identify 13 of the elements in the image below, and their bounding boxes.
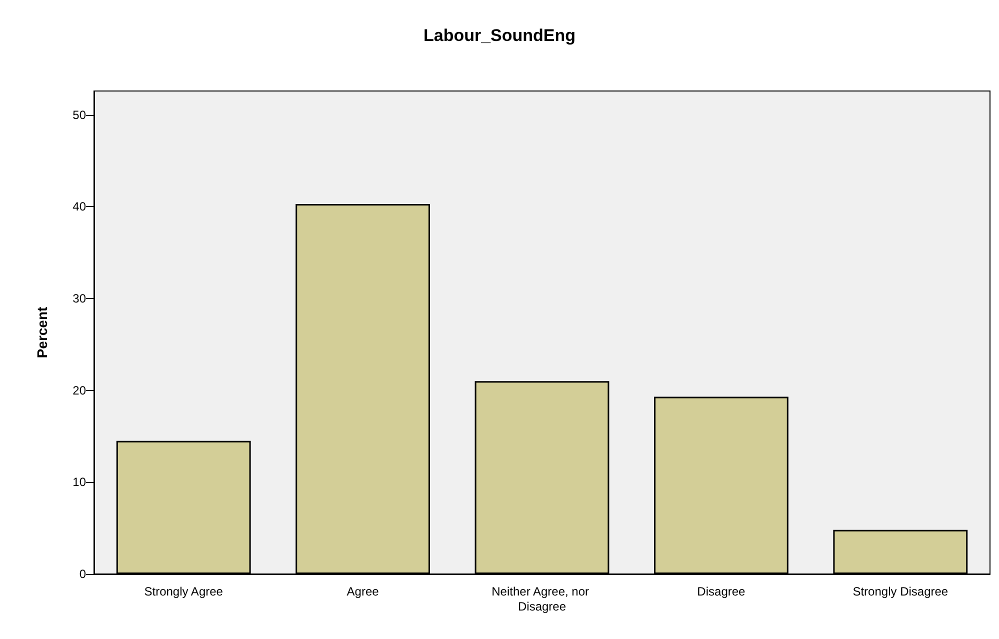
y-axis-title: Percent [34, 306, 50, 358]
y-tick-label: 40 [72, 200, 86, 214]
y-tick-label: 30 [72, 292, 86, 306]
x-tick-label: Disagree [697, 584, 746, 598]
x-tick-label: Strongly Disagree [852, 584, 948, 598]
y-tick-label: 0 [79, 567, 86, 581]
x-tick-label: Neither Agree, nor Disagree [492, 584, 592, 614]
x-tick-label: Agree [346, 584, 380, 598]
y-tick-label: 10 [72, 475, 86, 490]
x-tick-label: Strongly Agree [144, 584, 224, 598]
y-tick-label: 20 [72, 383, 86, 398]
chart-title: Labour_SoundEng [423, 26, 576, 45]
y-tick-label: 50 [72, 108, 86, 122]
